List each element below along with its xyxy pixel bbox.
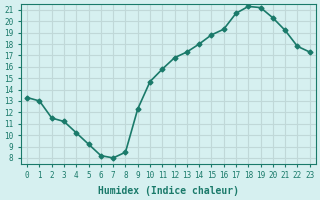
X-axis label: Humidex (Indice chaleur): Humidex (Indice chaleur) bbox=[98, 186, 239, 196]
